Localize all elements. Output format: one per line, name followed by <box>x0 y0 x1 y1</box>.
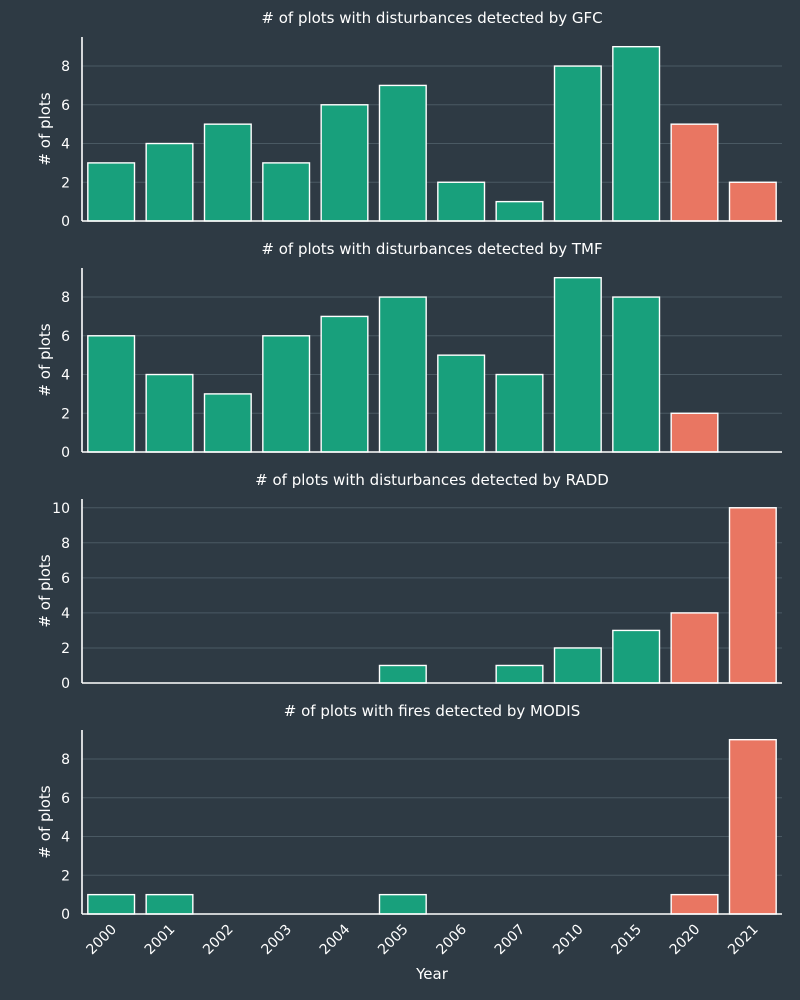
y-tick-label: 8 <box>61 536 70 552</box>
bar-2005 <box>378 664 427 684</box>
y-tick-label: 8 <box>61 290 70 306</box>
bar-2020 <box>670 412 719 453</box>
bar-2021 <box>728 738 777 915</box>
bar-2020 <box>670 893 719 915</box>
chart-panel-2: # of plots with disturbances detected by… <box>36 240 782 461</box>
bar-2021 <box>728 507 777 684</box>
x-tick-label: 2001 <box>142 922 179 959</box>
y-tick-label: 0 <box>61 214 70 230</box>
bar-2004 <box>320 104 369 222</box>
y-tick-label: 2 <box>61 868 70 884</box>
x-tick-label: 2003 <box>258 922 295 959</box>
y-axis-label: # of plots <box>36 92 54 165</box>
bar-2015 <box>612 45 661 222</box>
bar-2004 <box>320 315 369 453</box>
y-tick-label: 6 <box>61 791 70 807</box>
bar-2005 <box>378 296 427 453</box>
y-tick-label: 2 <box>61 175 70 191</box>
chart-title: # of plots with fires detected by MODIS <box>284 702 581 720</box>
chart-title: # of plots with disturbances detected by… <box>255 471 609 489</box>
bar-2005 <box>378 893 427 915</box>
y-axis-label: # of plots <box>36 785 54 858</box>
bar-2000 <box>87 335 136 453</box>
bar-2010 <box>553 647 602 684</box>
y-tick-label: 6 <box>61 98 70 114</box>
bar-2000 <box>87 893 136 915</box>
chart-title: # of plots with disturbances detected by… <box>261 9 602 27</box>
bar-2010 <box>553 276 602 453</box>
bar-2003 <box>262 162 311 222</box>
bar-2007 <box>495 200 544 222</box>
y-tick-label: 0 <box>61 676 70 692</box>
chart-panel-1: # of plots with disturbances detected by… <box>36 9 782 230</box>
y-tick-label: 8 <box>61 59 70 75</box>
bar-2015 <box>612 629 661 684</box>
y-axis-label: # of plots <box>36 554 54 627</box>
bar-2006 <box>437 354 486 453</box>
y-tick-label: 10 <box>52 501 70 517</box>
y-tick-label: 0 <box>61 907 70 923</box>
chart-title: # of plots with disturbances detected by… <box>261 240 602 258</box>
bar-2015 <box>612 296 661 453</box>
bar-2020 <box>670 612 719 684</box>
x-axis-label: Year <box>415 965 449 983</box>
x-tick-label: 2002 <box>200 922 237 959</box>
x-tick-label: 2015 <box>608 922 645 959</box>
x-tick-label: 2021 <box>725 922 762 959</box>
bar-2002 <box>203 123 252 222</box>
bar-2001 <box>145 893 194 915</box>
y-tick-label: 2 <box>61 406 70 422</box>
chart-panel-3: # of plots with disturbances detected by… <box>36 471 782 692</box>
y-tick-label: 4 <box>61 830 70 846</box>
y-tick-label: 0 <box>61 445 70 461</box>
y-axis-label: # of plots <box>36 323 54 396</box>
x-tick-label: 2010 <box>550 922 587 959</box>
bar-2007 <box>495 664 544 684</box>
bar-2006 <box>437 181 486 222</box>
bar-2010 <box>553 65 602 222</box>
x-tick-label: 2004 <box>317 921 354 958</box>
y-tick-label: 6 <box>61 329 70 345</box>
bar-2005 <box>378 84 427 222</box>
y-tick-label: 6 <box>61 571 70 587</box>
bar-2020 <box>670 123 719 222</box>
x-tick-label: 2007 <box>492 922 529 959</box>
bar-2001 <box>145 142 194 222</box>
chart-panel-4: # of plots with fires detected by MODIS 0… <box>36 702 782 983</box>
x-tick-label: 2005 <box>375 922 412 959</box>
bar-2001 <box>145 373 194 453</box>
bar-2021 <box>728 181 777 222</box>
bar-2007 <box>495 373 544 453</box>
x-tick-label: 2020 <box>667 922 704 959</box>
bar-2000 <box>87 162 136 222</box>
x-tick-label: 2000 <box>83 922 120 959</box>
bar-2003 <box>262 335 311 453</box>
y-tick-label: 8 <box>61 752 70 768</box>
y-tick-label: 4 <box>61 606 70 622</box>
y-tick-label: 2 <box>61 641 70 657</box>
y-tick-label: 4 <box>61 137 70 153</box>
x-tick-label: 2006 <box>433 921 470 958</box>
bar-2002 <box>203 393 252 453</box>
y-tick-label: 4 <box>61 368 70 384</box>
